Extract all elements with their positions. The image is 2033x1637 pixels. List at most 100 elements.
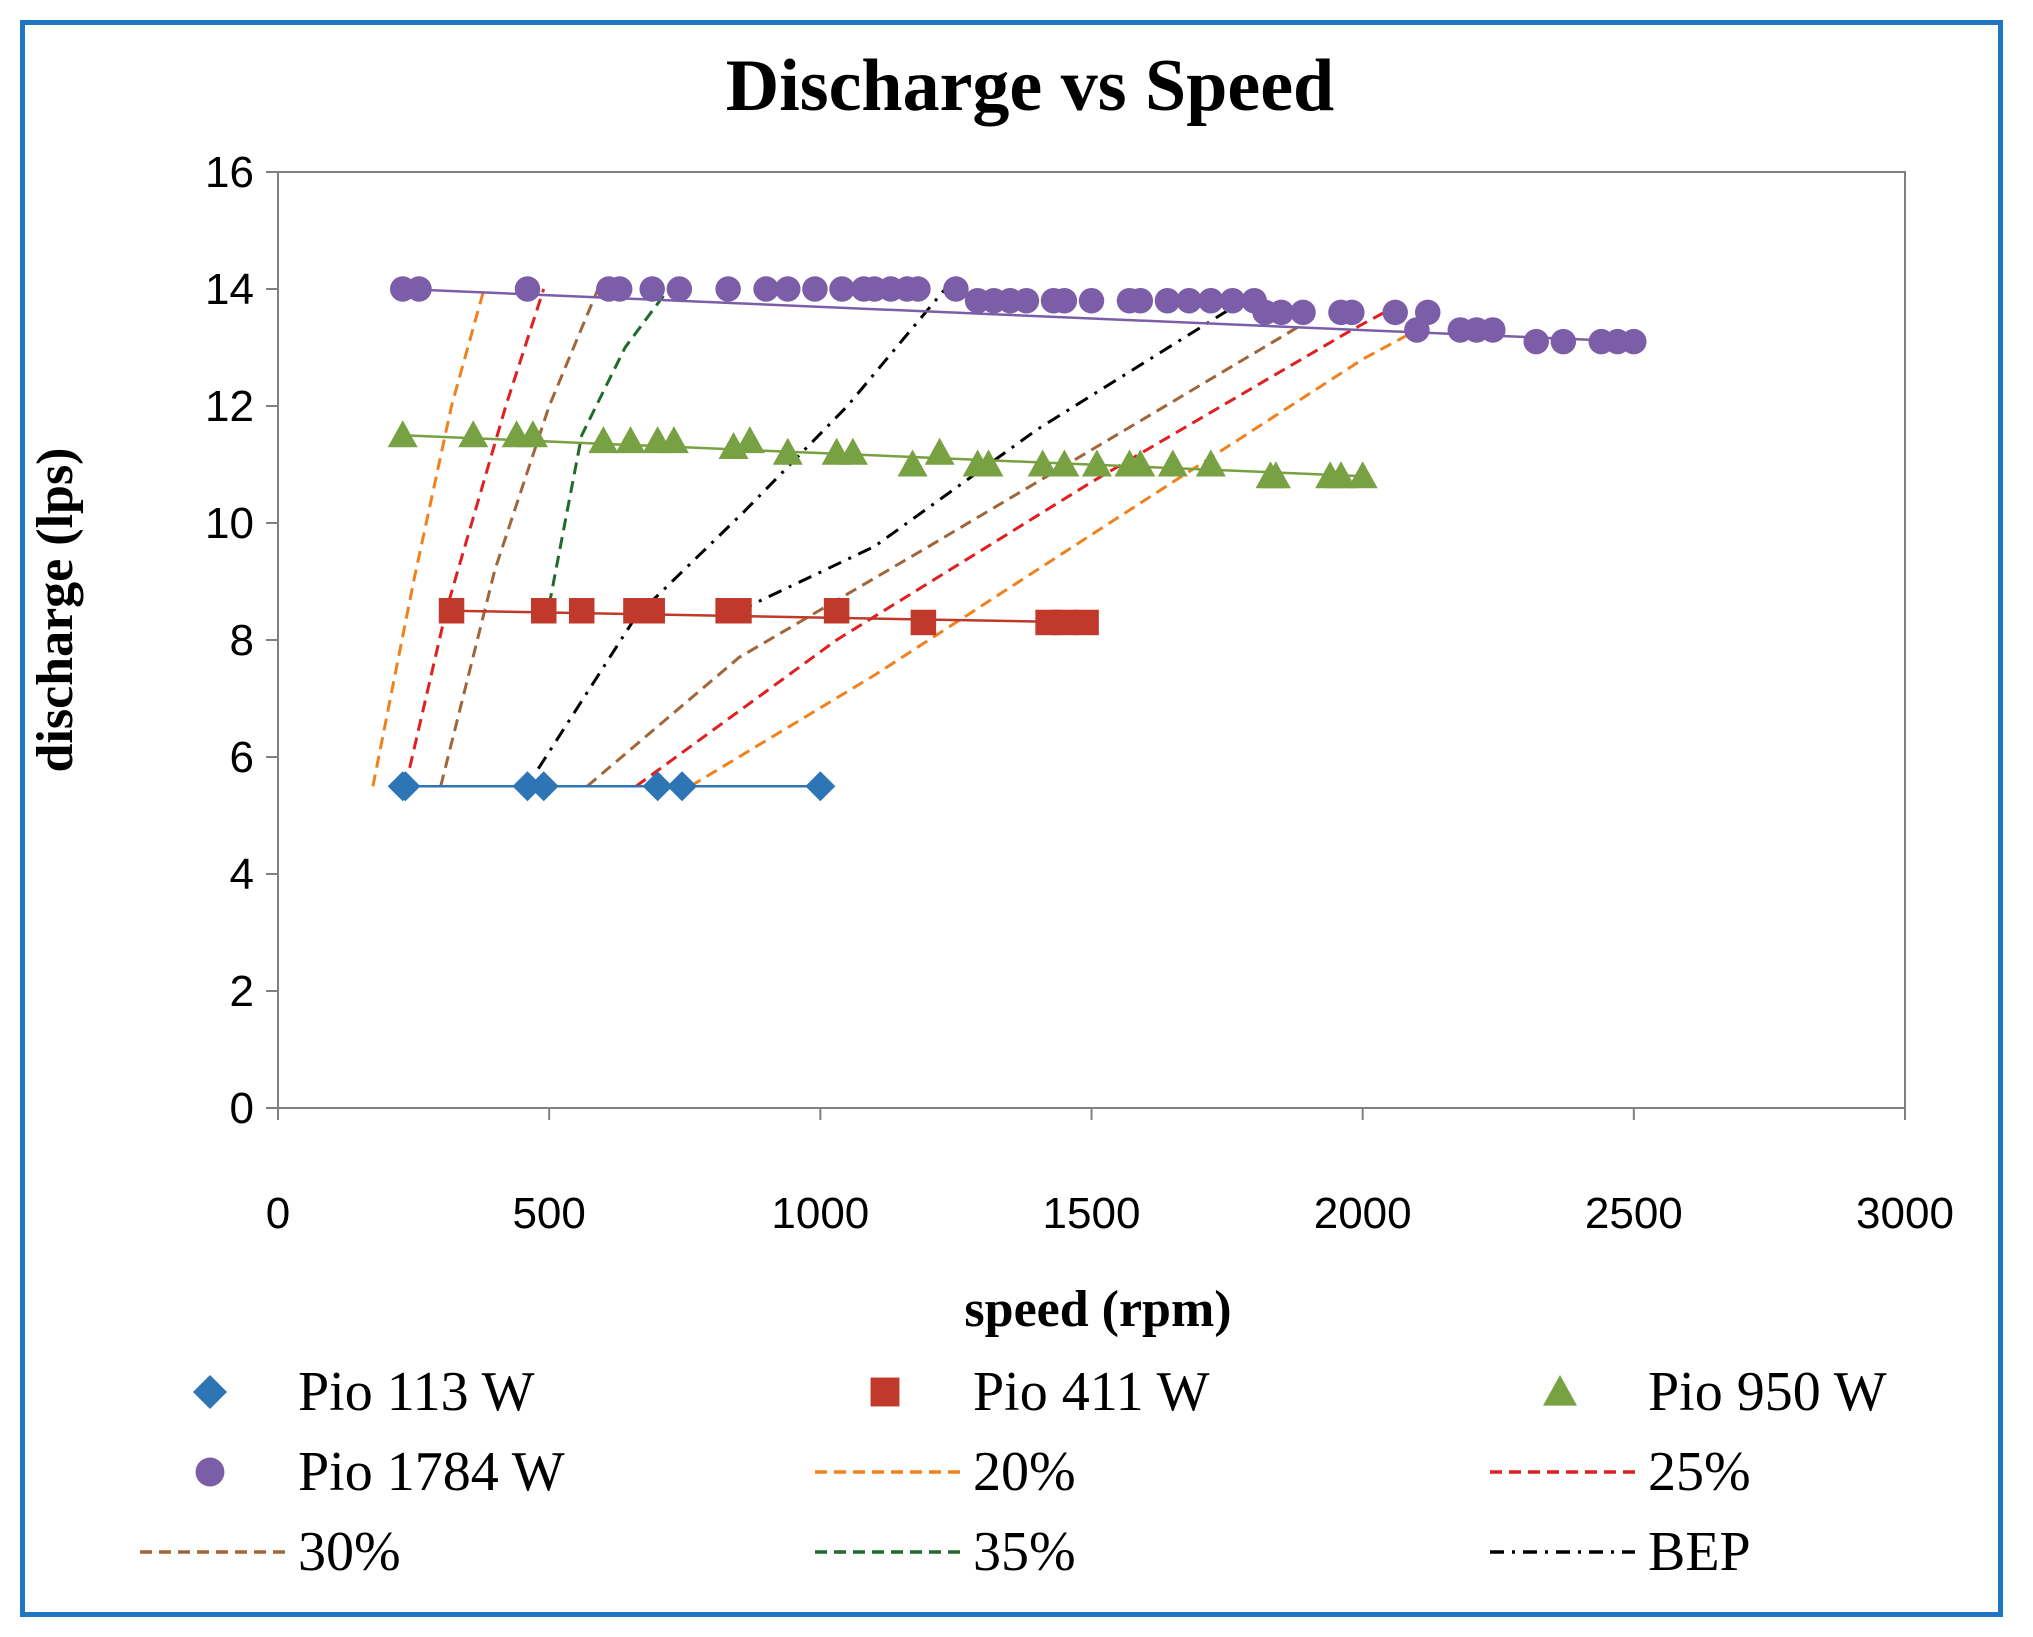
data-point [1125,449,1156,477]
x-tick-label: 500 [512,1189,585,1238]
efficiency-line-30pct [439,288,600,787]
y-tick-label: 12 [205,382,254,431]
data-point [1154,287,1181,314]
data-point [753,276,779,302]
x-tick-label: 0 [266,1189,290,1238]
legend-item: Pio 113 W [193,1361,535,1423]
efficiency-line-30pct [586,322,1304,788]
data-point [1049,449,1080,477]
data-point [639,598,665,624]
data-point [1013,287,1040,314]
legend-label: 25% [1648,1441,1751,1503]
data-point [667,771,698,802]
data-point [1260,461,1291,489]
data-point [666,276,693,302]
data-point [1268,299,1295,326]
legend-item: Pio 1784 W [195,1441,565,1503]
y-axis-title: discharge (lps) [27,448,84,773]
data-point [1127,287,1154,314]
data-point [905,276,931,302]
legend-label: Pio 950 W [1648,1361,1887,1423]
data-point [829,276,855,302]
legend-item: Pio 950 W [1543,1361,1887,1423]
data-point [588,426,619,454]
legend-item: 35% [815,1521,1076,1583]
y-tick-label: 0 [230,1084,254,1133]
data-point [458,420,489,448]
y-tick-label: 16 [205,148,254,197]
legend-label: Pio 411 W [973,1361,1210,1423]
data-point [606,276,633,302]
legend-item: 25% [1490,1441,1751,1503]
legend-label: Pio 1784 W [298,1441,565,1503]
data-point [530,598,557,624]
data-point [1198,287,1224,314]
data-point [924,437,955,465]
data-point [1081,449,1112,477]
data-point [943,276,969,302]
legend-label: BEP [1648,1521,1751,1583]
data-point [568,598,595,624]
data-series [387,276,1647,802]
y-tick-label: 8 [230,616,254,665]
efficiency-lines [371,288,1407,788]
legend-marker-circle [195,1457,225,1487]
data-point [514,276,541,302]
data-point [726,598,752,624]
y-tick-label: 14 [205,265,254,314]
x-tick-label: 1500 [1043,1189,1141,1238]
data-point [642,771,673,802]
legend-marker-triangle [1543,1375,1577,1406]
x-tick-label: 2500 [1585,1189,1683,1238]
legend-label: 20% [973,1441,1076,1503]
data-point [823,598,850,624]
data-point [1051,609,1078,636]
data-point [658,426,689,454]
data-point [734,426,765,454]
axes: 0 2 4 6 8 10 12 14 16 0 500 1000 1500 2000 2500 3000 [205,148,1954,1238]
data-point [517,420,548,448]
legend-item: Pio 411 W [870,1361,1210,1423]
data-point [1621,328,1647,355]
efficiency-line-20pct [689,334,1407,788]
legend-marker-diamond [193,1375,227,1409]
legend-item: 20% [815,1441,1076,1503]
data-point [1325,461,1356,489]
x-tick-label: 1000 [771,1189,869,1238]
legend-label: 35% [973,1521,1076,1583]
data-point [1414,299,1441,326]
series-pio-1784-w [389,276,1647,355]
data-point [1550,328,1577,355]
data-point [1219,287,1246,314]
y-tick-label: 10 [205,499,254,548]
x-axis-title: speed (rpm) [964,1281,1231,1338]
series-pio-113-w [387,771,836,802]
data-point [1176,287,1202,314]
data-point [1339,299,1365,326]
data-point [639,276,665,302]
data-point [1051,287,1078,314]
y-tick-label: 2 [230,967,254,1016]
data-point [802,276,828,302]
data-point [1027,449,1058,477]
data-point [1382,299,1408,326]
data-point [1480,317,1506,343]
data-point [973,449,1004,477]
legend: Pio 113 W Pio 411 W Pio 950 W Pio 1784 W 20%… [140,1361,1887,1583]
data-point [438,598,465,624]
data-point [805,771,836,802]
data-point [910,609,937,636]
x-tick-label: 3000 [1856,1189,1954,1238]
data-point [390,771,421,802]
series-line [451,609,1087,624]
efficiency-line-bep [738,299,1245,613]
data-point [387,420,418,448]
data-point [1195,449,1226,477]
data-point [1073,609,1099,636]
y-tick-label: 4 [230,850,254,899]
series-pio-950-w [387,420,1378,489]
data-point [1078,287,1105,314]
data-point [528,771,559,802]
efficiency-line-bep [537,288,947,770]
legend-item: 30% [140,1521,401,1583]
